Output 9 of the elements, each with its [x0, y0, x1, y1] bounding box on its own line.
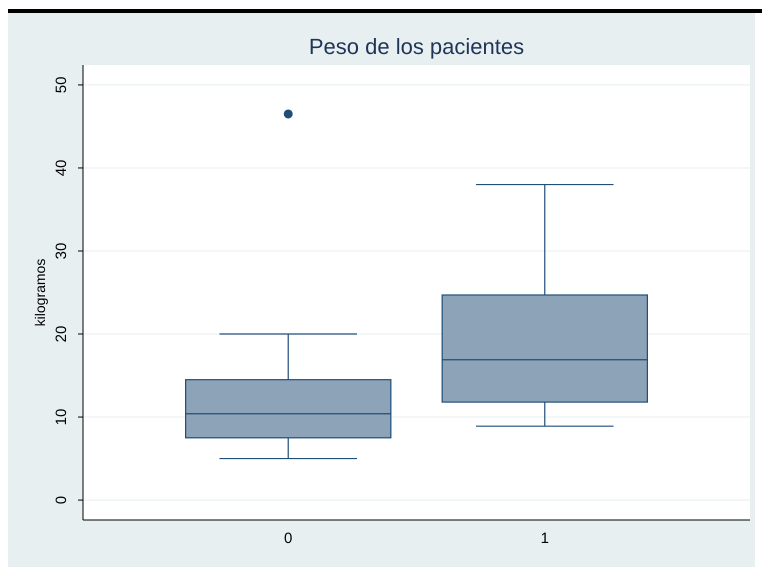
y-tick-label: 10 [53, 408, 70, 426]
y-tick-label: 50 [53, 76, 70, 94]
x-tick-label: 1 [540, 530, 549, 547]
chart-title: Peso de los pacientes [308, 34, 524, 59]
y-tick-label: 0 [53, 496, 70, 504]
y-tick-label: 30 [53, 242, 70, 260]
y-tick-label: 40 [53, 160, 70, 176]
y-axis-title: kilogramos [32, 258, 48, 326]
y-tick-label: 20 [53, 326, 70, 342]
